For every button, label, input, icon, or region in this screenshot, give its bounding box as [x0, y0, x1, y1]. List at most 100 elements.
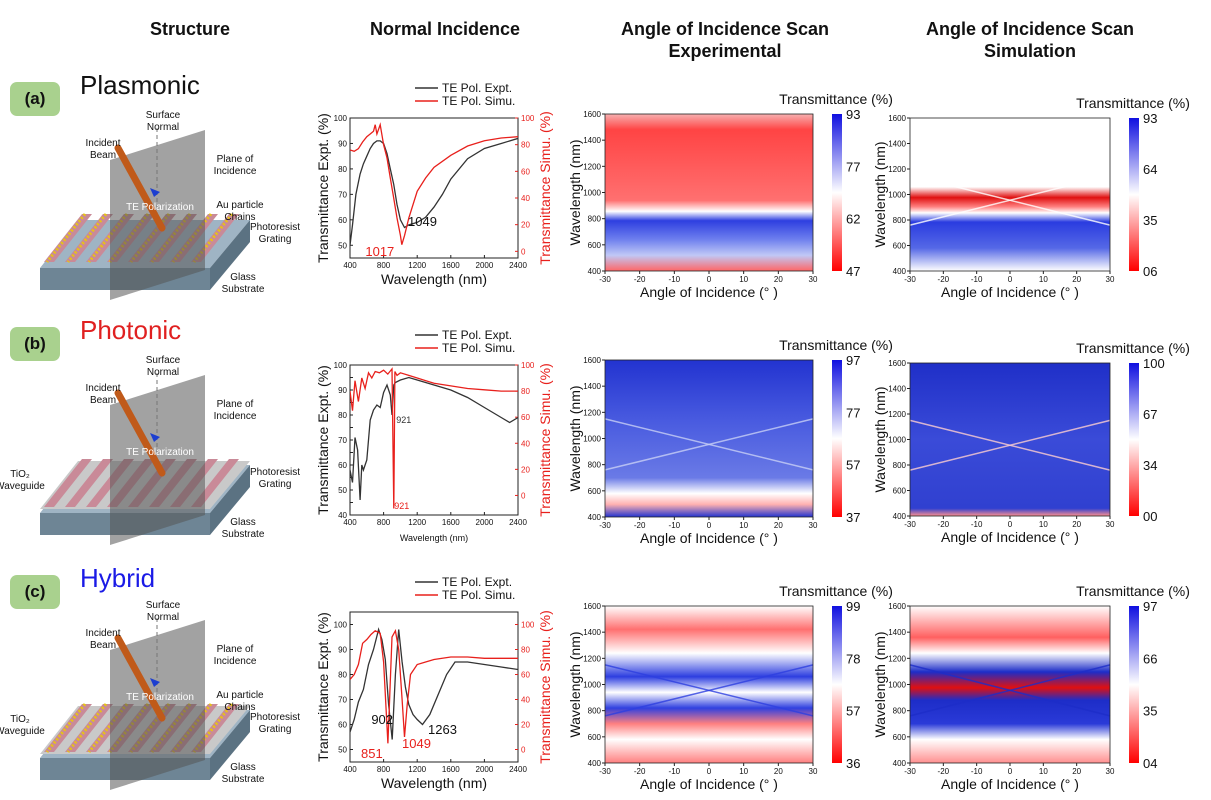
- x-axis-label: Angle of Incidence (° ): [941, 776, 1079, 792]
- plot-frame: [349, 611, 519, 763]
- label-plane-of-incidence-line: Incidence: [214, 656, 257, 667]
- label-incident-beam-line: Incident: [85, 383, 120, 394]
- x-tick-label: 400: [343, 261, 357, 270]
- te-polarization-arrow: [150, 188, 160, 197]
- label-incident-beam-line: Incident: [85, 138, 120, 149]
- x-tick-label: 2000: [476, 518, 494, 527]
- colorbar-tick-label: 06: [1143, 264, 1157, 279]
- y-tick-label: 800: [588, 461, 602, 470]
- colorbar-tick-label: 37: [846, 510, 860, 525]
- y-tick-label: 1600: [583, 110, 601, 119]
- y-tick-label: 1200: [583, 162, 601, 171]
- y-tick-label: 400: [893, 512, 907, 521]
- y-tick-label: 1600: [888, 602, 906, 611]
- colorbar-tick-label: 35: [1143, 213, 1157, 228]
- y-left-tick-label: 60: [338, 216, 347, 225]
- x-tick-label: -20: [938, 520, 950, 529]
- x-tick-label: 400: [343, 518, 357, 527]
- x-tick-label: 800: [377, 518, 391, 527]
- te-polarization-arrow: [150, 433, 160, 442]
- y-tick-label: 1600: [888, 359, 906, 368]
- x-tick-label: 10: [739, 275, 748, 284]
- y-left-axis-label: Transmittance Expt. (%): [315, 612, 331, 762]
- series-line-expt: [350, 376, 518, 501]
- y-tick-label: 1600: [583, 602, 601, 611]
- y-right-axis-label: Transmittance Simu. (%): [537, 111, 553, 265]
- grating-ridge: [65, 459, 113, 507]
- x-tick-label: 30: [1106, 767, 1115, 776]
- x-tick-label: 30: [1106, 275, 1115, 284]
- y-tick-label: 600: [893, 487, 907, 496]
- legend-label: TE Pol. Simu.: [442, 341, 515, 355]
- incident-beam: [114, 144, 166, 232]
- y-tick-label: 1200: [583, 408, 601, 417]
- label-photoresist-grating-line: Photoresist: [250, 467, 300, 478]
- header-simulation-line2: Simulation: [983, 41, 1076, 61]
- y-right-tick-label: 60: [521, 167, 530, 176]
- y-tick-label: 1600: [583, 356, 601, 365]
- label-glass-substrate-line: Glass: [230, 272, 256, 283]
- y-tick-label: 1000: [888, 681, 906, 690]
- header-experimental: Angle of Incidence Scan Experimental: [600, 18, 850, 62]
- x-tick-label: 0: [707, 767, 712, 776]
- y-tick-label: 400: [588, 759, 602, 768]
- y-left-tick-label: 50: [338, 486, 347, 495]
- x-tick-label: 2000: [476, 261, 494, 270]
- y-left-tick-label: 70: [338, 436, 347, 445]
- x-tick-label: 20: [1072, 275, 1081, 284]
- peak-annotation: 1017: [365, 244, 394, 259]
- x-tick-label: -20: [938, 275, 950, 284]
- y-left-tick-label: 80: [338, 165, 347, 174]
- colorbar-tick-label: 78: [846, 651, 860, 666]
- grating-ridge: [44, 459, 92, 507]
- y-tick-label: 800: [893, 216, 907, 225]
- label-te-polarization: TE Polarization: [126, 447, 194, 458]
- series-line-expt: [350, 627, 518, 740]
- y-right-tick-label: 100: [521, 621, 535, 630]
- y-left-tick-label: 100: [334, 621, 348, 630]
- header-structure: Structure: [149, 19, 230, 39]
- line-chart-b: 400 800 1200 1600 2000 2400 40 50 60 70 80 90 100 0 20…: [315, 328, 553, 543]
- x-tick-label: 2400: [509, 261, 527, 270]
- y-axis-label: Wavelength (nm): [872, 631, 888, 737]
- label-tio2-waveguide-line: Waveguide: [0, 481, 45, 492]
- label-tio2-waveguide-line: TiO₂: [10, 714, 30, 725]
- y-tick-label: 1000: [583, 189, 601, 198]
- heatmap-field: [605, 360, 813, 517]
- y-right-tick-label: 40: [521, 194, 530, 203]
- label-plane-of-incidence-line: Plane of: [217, 154, 254, 165]
- colorbar-tick-label: 04: [1143, 756, 1157, 771]
- y-tick-label: 400: [893, 267, 907, 276]
- label-surface-normal-line: Normal: [147, 612, 179, 623]
- incident-beam: [114, 389, 166, 477]
- y-left-tick-label: 70: [338, 190, 347, 199]
- substrate-side: [210, 465, 250, 535]
- x-axis-label: Angle of Incidence (° ): [941, 284, 1079, 300]
- label-glass-substrate-line: Glass: [230, 517, 256, 528]
- x-axis-label: Wavelength (nm): [381, 775, 487, 791]
- colorbar-tick-label: 100: [1143, 356, 1165, 371]
- x-tick-label: -10: [971, 275, 983, 284]
- label-photoresist-grating-line: Photoresist: [250, 222, 300, 233]
- label-photoresist-grating-line: Grating: [259, 724, 292, 735]
- x-tick-label: 30: [1106, 520, 1115, 529]
- peak-annotation: 851: [361, 746, 383, 761]
- heatmap-c-experimental: -30 -20 -10 0 10 20 30 400 600 800 1000 1200 1400 160…: [567, 583, 893, 792]
- y-tick-label: 600: [588, 241, 602, 250]
- y-tick-label: 1200: [888, 165, 906, 174]
- label-incident-beam-line: Beam: [90, 395, 116, 406]
- heatmap-c-simulation: -30 -20 -10 0 10 20 30 400 600 800 1000 1200 1400 160…: [872, 583, 1190, 792]
- colorbar-tick-label: 77: [846, 159, 860, 174]
- y-tick-label: 800: [588, 215, 602, 224]
- substrate-side: [210, 220, 250, 290]
